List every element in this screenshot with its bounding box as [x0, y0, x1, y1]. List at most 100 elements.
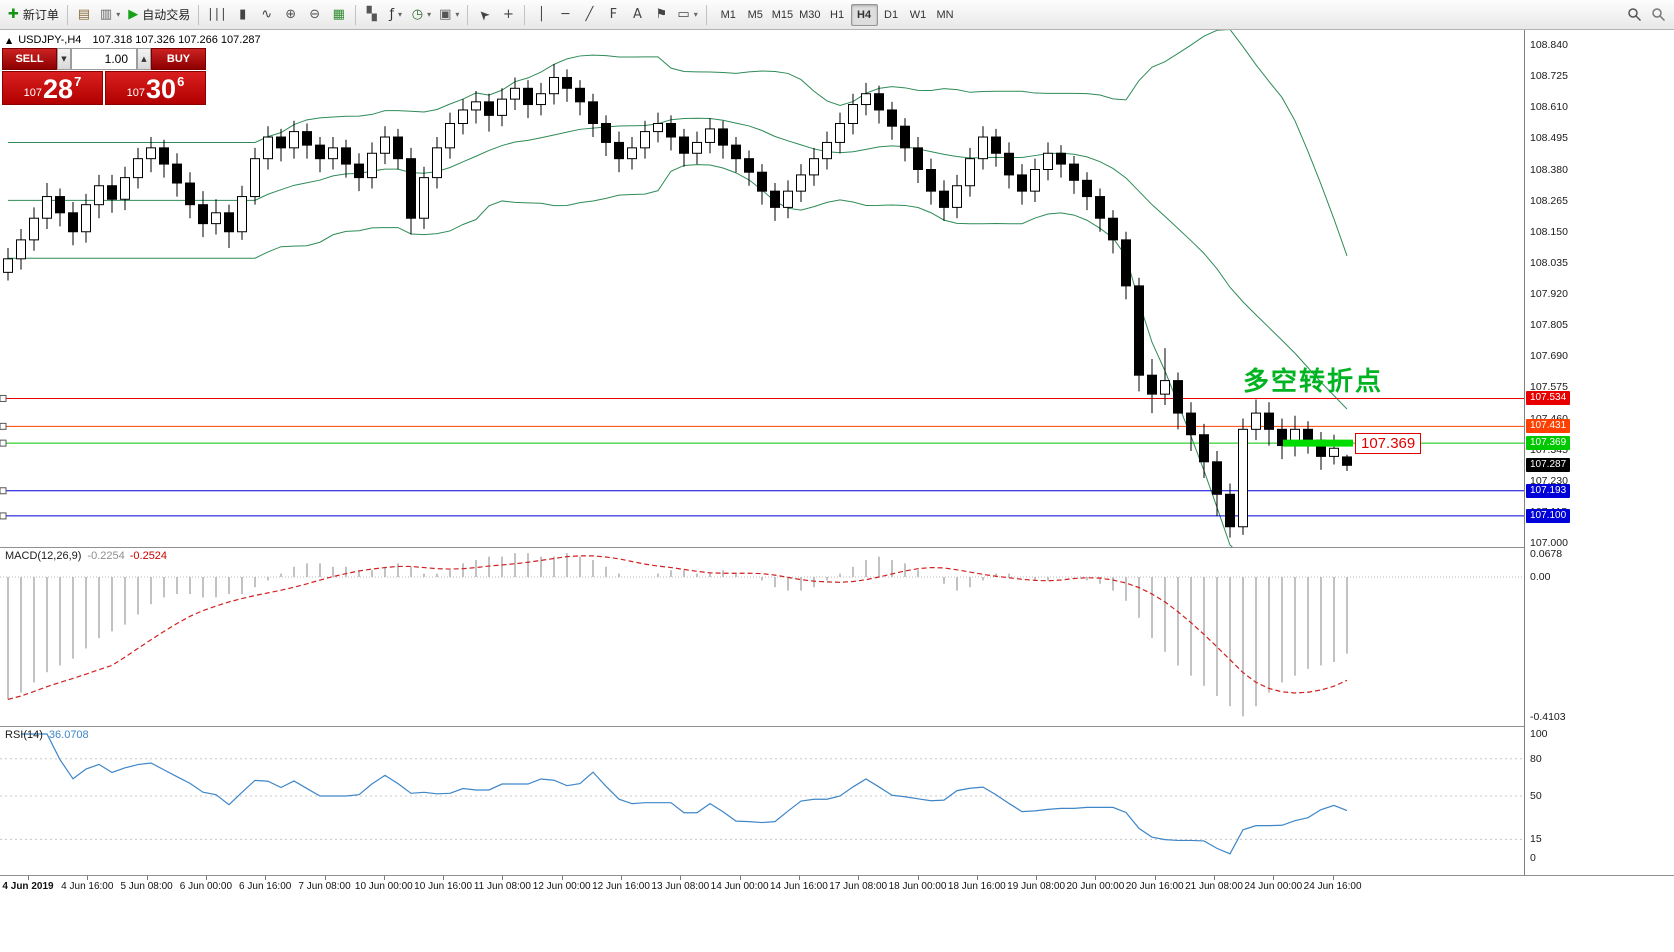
price-tag: 107.193: [1526, 483, 1571, 498]
fibonacci-button[interactable]: F: [601, 3, 625, 27]
price-tag: 107.287: [1526, 458, 1571, 473]
sell-button[interactable]: SELL: [2, 48, 57, 70]
toolbar-separator: [198, 4, 200, 25]
timeframe-h1-button[interactable]: H1: [830, 8, 845, 21]
shapes-button[interactable]: ▭ ▾: [673, 3, 701, 27]
time-tick: [561, 876, 563, 880]
toolbar-buttons: ✚ 新订单 ▤ ▥ ▾ ▶ 自动交易 ∣∣∣ ▮ ∿ ⊕ ⊖ ▦ ▚ ƒ ▾ ◷ ▾ ▣ ▾ ➤ + │ ─ ╱ F A ⚑ ▭ ▾: [4, 3, 711, 27]
indicators-list-button[interactable]: ƒ ▾: [384, 3, 408, 27]
volume-input[interactable]: [71, 48, 137, 70]
price-axis[interactable]: 108.840 108.725 108.610 108.495 108.380 108.2…: [1524, 30, 1674, 875]
macd-panel[interactable]: MACD(12,26,9) -0.2254 -0.2524: [0, 547, 1524, 726]
time-axis-label: 14 Jun 16:00: [769, 881, 828, 892]
cursor-button[interactable]: ➤: [472, 3, 496, 27]
periods-button[interactable]: ◷ ▾: [408, 3, 435, 27]
sell-price-button[interactable]: 107 28 7: [2, 71, 103, 105]
time-axis-label: 10 Jun 00:00: [354, 881, 413, 892]
new-order-button[interactable]: ✚ 新订单: [4, 3, 63, 27]
timeframe-m30-button[interactable]: M30: [799, 8, 821, 21]
time-tick: [502, 876, 504, 880]
macd-signal-value: -0.2524: [129, 550, 168, 562]
sell-price-big: 28: [43, 74, 74, 104]
time-axis[interactable]: 4 Jun 2019 4 Jun 16:00 5 Jun 08:00 6 Jun 00…: [0, 875, 1674, 897]
time-axis-label: 11 Jun 08:00: [473, 881, 531, 892]
text-label-button[interactable]: ⚑: [649, 3, 673, 27]
toolbar: ✚ 新订单 ▤ ▥ ▾ ▶ 自动交易 ∣∣∣ ▮ ∿ ⊕ ⊖ ▦ ▚ ƒ ▾ ◷ ▾ ▣ ▾ ➤ + │ ─ ╱ F A ⚑ ▭ ▾ M1…: [0, 0, 1674, 30]
chart-windows-icon: ▤: [77, 7, 91, 22]
rsi-chart[interactable]: [0, 726, 1524, 875]
templates-button[interactable]: ▣ ▾: [435, 3, 463, 27]
panel-separator[interactable]: [0, 726, 1674, 727]
price-axis-label: 107.805: [1530, 319, 1568, 332]
text-icon: A: [632, 7, 642, 22]
candlestick-chart[interactable]: [0, 30, 1524, 547]
timeframe-h4-button[interactable]: H4: [850, 3, 878, 26]
time-tick: [1214, 876, 1215, 880]
ohlc-quote: 107.318 107.326 107.266 107.287: [92, 34, 261, 46]
trendline-button[interactable]: ╱: [577, 3, 601, 27]
tile-windows-icon: ▚: [366, 7, 377, 22]
rsi-axis-label: 100: [1530, 728, 1548, 740]
panel-separator[interactable]: [0, 547, 1674, 548]
timeframe-d1-button[interactable]: D1: [884, 8, 899, 21]
zoom-out-button[interactable]: ⊖: [303, 3, 327, 27]
price-tag: 107.100: [1526, 508, 1571, 523]
chart-windows-button[interactable]: ▤: [72, 3, 96, 27]
timeframe-m15-button[interactable]: M15: [771, 8, 794, 21]
volume-up-button[interactable]: ▲: [137, 48, 151, 70]
panel-collapse-icon[interactable]: ▲: [6, 36, 13, 45]
candlestick-mode-button[interactable]: ▮: [231, 3, 255, 27]
price-tag: 107.431: [1526, 419, 1571, 434]
shapes-icon: ▭: [677, 7, 690, 22]
autotrading-label: 自动交易: [142, 8, 191, 22]
periods-icon: ◷: [411, 7, 424, 22]
symbol-search-button[interactable]: [1622, 3, 1646, 27]
bar-chart-icon: ∣∣∣: [207, 7, 227, 22]
price-axis-label: 108.840: [1530, 39, 1568, 51]
buy-price-pip: 6: [177, 74, 185, 89]
autotrading-button[interactable]: ▶ 自动交易: [124, 3, 194, 27]
zoom-out-icon: ⊖: [309, 7, 321, 22]
price-axis-label: 108.035: [1530, 256, 1568, 269]
bar-chart-button[interactable]: ∣∣∣: [203, 3, 231, 27]
templates-icon: ▣: [439, 7, 452, 22]
search-icon: [1627, 8, 1641, 22]
rsi-panel[interactable]: RSI(14) 36.0708: [0, 726, 1524, 875]
horizontal-line-icon: ─: [561, 7, 570, 22]
timeframe-m1-button[interactable]: M1: [720, 8, 736, 21]
time-axis-label: 4 Jun 16:00: [61, 881, 114, 892]
horizontal-line-button[interactable]: ─: [553, 3, 577, 27]
autotrading-icon: ▶: [128, 7, 139, 22]
zoom-in-button[interactable]: ⊕: [279, 3, 303, 27]
chevron-down-icon: ▾: [398, 10, 403, 19]
profiles-button[interactable]: ▥ ▾: [96, 3, 124, 27]
buy-button[interactable]: BUY: [151, 48, 206, 70]
rsi-value: 36.0708: [48, 729, 89, 741]
tile-windows-button[interactable]: ▚: [360, 3, 384, 27]
auto-arrange-button[interactable]: ▦: [327, 3, 351, 27]
rsi-axis-label: 80: [1530, 752, 1542, 765]
price-label-flag: 107.369: [1355, 433, 1422, 454]
buy-price-button[interactable]: 107 30 6: [105, 71, 206, 105]
price-axis-label: 107.920: [1530, 288, 1568, 300]
macd-axis-label: 0.0678: [1530, 547, 1563, 560]
time-axis-label: 10 Jun 16:00: [414, 881, 473, 892]
price-tag: 107.369: [1526, 436, 1571, 451]
timeframe-mn-button[interactable]: MN: [936, 8, 954, 21]
price-chart-panel[interactable]: ▲ USDJPY-,H4 107.318 107.326 107.266 107…: [0, 30, 1524, 547]
crosshair-button[interactable]: +: [496, 3, 520, 27]
indicators-list-icon: ƒ: [389, 7, 395, 22]
timeframe-m5-button[interactable]: M5: [747, 8, 763, 21]
time-axis-label: 24 Jun 00:00: [1244, 881, 1303, 892]
quick-search-button[interactable]: [1646, 3, 1670, 27]
text-button[interactable]: A: [625, 3, 649, 27]
sell-price-pip: 7: [74, 74, 82, 89]
volume-down-button[interactable]: ▼: [57, 48, 71, 70]
time-tick: [1036, 876, 1038, 880]
line-chart-button[interactable]: ∿: [255, 3, 279, 27]
vertical-line-button[interactable]: │: [529, 3, 553, 27]
timeframe-w1-button[interactable]: W1: [909, 8, 927, 21]
time-axis-label: 18 Jun 16:00: [947, 881, 1006, 892]
toolbar-separator: [467, 4, 469, 25]
macd-chart[interactable]: [0, 547, 1524, 726]
